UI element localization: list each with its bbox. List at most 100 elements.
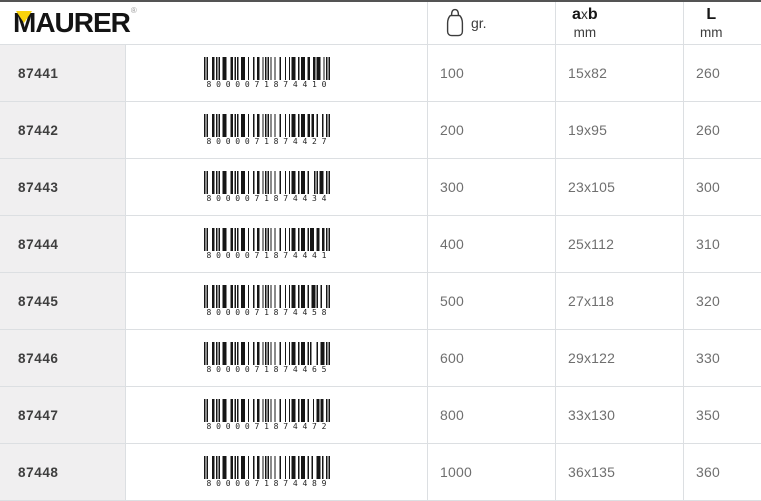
length-value: 300 <box>696 179 720 195</box>
weight-cell: 800 <box>427 387 555 444</box>
weight-value: 600 <box>440 350 464 366</box>
dimensions-cell: 27x118 <box>555 273 683 330</box>
dimensions-value: 27x118 <box>568 293 615 309</box>
product-code: 87444 <box>18 236 59 252</box>
barcode-bars <box>203 113 330 137</box>
length-value: 360 <box>696 464 720 480</box>
barcode-bars <box>203 455 330 479</box>
weight-value: 300 <box>440 179 464 195</box>
product-code: 87446 <box>18 350 59 366</box>
product-code-cell: 87448 <box>0 444 125 501</box>
product-code: 87445 <box>18 293 59 309</box>
length-cell: 350 <box>683 387 761 444</box>
dimensions-value: 19x95 <box>568 122 608 138</box>
dimensions-value: 33x130 <box>568 407 616 423</box>
dimensions-cell: 36x135 <box>555 444 683 501</box>
length-cell: 330 <box>683 330 761 387</box>
registered-trademark: ® <box>130 6 137 15</box>
length-value: 260 <box>696 65 720 81</box>
weight-value: 1000 <box>440 464 472 480</box>
weight-value: 800 <box>440 407 464 423</box>
dimensions-cell: 33x130 <box>555 387 683 444</box>
dimensions-cell: 25x112 <box>555 216 683 273</box>
product-code-cell: 87445 <box>0 273 125 330</box>
dimensions-unit: mm <box>573 24 597 40</box>
barcode-bars <box>203 284 330 308</box>
product-code-cell: 87443 <box>0 159 125 216</box>
weight-cell: 300 <box>427 159 555 216</box>
length-cell: 300 <box>683 159 761 216</box>
dimensions-value: 25x112 <box>568 236 615 252</box>
header-length-cell: L mm <box>683 2 761 45</box>
length-value: 310 <box>696 236 720 252</box>
product-code: 87443 <box>18 179 59 195</box>
weight-value: 100 <box>440 65 464 81</box>
length-value: 350 <box>696 407 720 423</box>
product-code-cell: 87447 <box>0 387 125 444</box>
dimensions-value: 36x135 <box>568 464 616 480</box>
weight-cell: 500 <box>427 273 555 330</box>
barcode-bars <box>203 56 330 80</box>
logo-yellow-triangle <box>16 11 32 23</box>
dimensions-cell: 23x105 <box>555 159 683 216</box>
barcode-bars <box>203 227 330 251</box>
length-unit: mm <box>700 24 723 40</box>
weight-cell: 400 <box>427 216 555 273</box>
weight-cell: 600 <box>427 330 555 387</box>
dimensions-value: 29x122 <box>568 350 616 366</box>
barcode-bars <box>203 170 330 194</box>
weight-cell: 1000 <box>427 444 555 501</box>
length-label: L <box>706 5 717 23</box>
product-code-cell: 87446 <box>0 330 125 387</box>
length-value: 330 <box>696 350 720 366</box>
length-value: 320 <box>696 293 720 309</box>
weight-cell: 200 <box>427 102 555 159</box>
weight-value: 400 <box>440 236 464 252</box>
length-cell: 320 <box>683 273 761 330</box>
product-code: 87448 <box>18 464 59 480</box>
product-code-cell: 87442 <box>0 102 125 159</box>
product-code-cell: 87441 <box>0 45 125 102</box>
length-cell: 360 <box>683 444 761 501</box>
weight-cell: 100 <box>427 45 555 102</box>
length-cell: 260 <box>683 102 761 159</box>
maurer-logo: MAURER® <box>13 6 137 37</box>
product-code-cell: 87444 <box>0 216 125 273</box>
header-weight-cell: gr. <box>427 2 555 45</box>
length-cell: 260 <box>683 45 761 102</box>
dimensions-value: 15x82 <box>568 65 608 81</box>
barcode-bars <box>203 341 330 365</box>
dimensions-value: 23x105 <box>568 179 616 195</box>
dimensions-cell: 29x122 <box>555 330 683 387</box>
dimensions-cell: 19x95 <box>555 102 683 159</box>
weight-unit-label: gr. <box>471 15 487 31</box>
barcode-bars <box>203 398 330 422</box>
weight-value: 500 <box>440 293 464 309</box>
product-code: 87447 <box>18 407 59 423</box>
